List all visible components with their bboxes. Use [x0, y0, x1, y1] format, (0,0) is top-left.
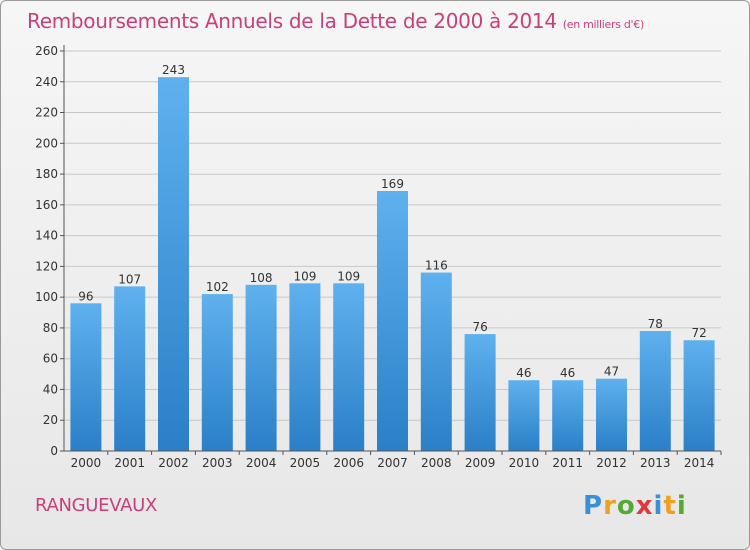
data-label: 108	[250, 271, 273, 285]
data-label: 243	[162, 63, 185, 77]
data-label: 47	[604, 365, 619, 379]
commune-name: RANGUEVAUX	[35, 495, 158, 516]
y-tick-label: 180	[35, 167, 58, 181]
y-tick-label: 140	[35, 229, 58, 243]
chart-title: Remboursements Annuels de la Dette de 20…	[27, 9, 644, 33]
bar	[377, 191, 408, 451]
data-label: 116	[425, 259, 448, 273]
y-tick-label: 40	[43, 382, 58, 396]
logo-letter: x	[635, 491, 654, 521]
y-axis-ticks: 0 20 40 60 80 100 120 140 160 180 200 220 240 260	[35, 44, 64, 458]
logo-letter: i	[676, 491, 687, 521]
y-tick-label: 80	[43, 321, 58, 335]
bar	[70, 303, 102, 451]
y-tick-label: 240	[35, 75, 58, 89]
x-tick-label: 2009	[465, 456, 496, 470]
x-tick-label: 2006	[333, 456, 364, 470]
y-tick-label: 160	[35, 198, 58, 212]
x-tick-label: 2010	[509, 456, 540, 470]
data-labels: 96 107 243 102 108 109 109 169 116 76 46 46 47 78 72	[78, 63, 706, 380]
data-label: 109	[293, 269, 316, 283]
data-label: 109	[337, 269, 360, 283]
bar	[639, 331, 671, 451]
bar	[114, 286, 146, 451]
y-tick-label: 100	[35, 290, 58, 304]
logo-letter: o	[616, 491, 636, 521]
logo-letter: t	[663, 491, 677, 521]
y-tick-label: 0	[50, 444, 58, 458]
bar	[289, 283, 321, 451]
bar	[245, 284, 277, 451]
data-label: 107	[118, 272, 141, 286]
bar	[333, 283, 365, 451]
x-tick-label: 2002	[158, 456, 189, 470]
logo-letter: P	[583, 491, 604, 521]
x-axis-ticks: 2000 2001 2002 2003 2004 2005 2006 2007 2008 2009…	[71, 451, 722, 470]
bar	[464, 334, 496, 451]
bar	[683, 340, 715, 451]
y-tick-label: 260	[35, 44, 58, 58]
bar	[158, 77, 189, 452]
x-tick-label: 2004	[246, 456, 277, 470]
y-tick-label: 220	[35, 106, 58, 120]
x-tick-label: 2000	[71, 456, 102, 470]
x-tick-label: 2014	[684, 456, 715, 470]
x-tick-label: 2013	[640, 456, 671, 470]
x-tick-label: 2011	[552, 456, 583, 470]
data-label: 76	[472, 320, 487, 334]
logo-letter: r	[603, 491, 617, 521]
x-tick-label: 2012	[596, 456, 627, 470]
data-label: 78	[648, 317, 663, 331]
x-tick-label: 2005	[290, 456, 321, 470]
bar	[201, 294, 233, 451]
bar	[596, 378, 627, 451]
x-tick-label: 2001	[114, 456, 145, 470]
bar	[508, 380, 540, 451]
data-label: 169	[381, 177, 404, 191]
y-tick-label: 20	[43, 413, 58, 427]
data-label: 102	[206, 280, 229, 294]
y-tick-label: 200	[35, 136, 58, 150]
logo-letter: i	[653, 491, 664, 521]
data-label: 46	[560, 366, 575, 380]
x-tick-label: 2003	[202, 456, 233, 470]
data-label: 72	[691, 326, 706, 340]
y-tick-label: 120	[35, 259, 58, 273]
x-tick-label: 2008	[421, 456, 452, 470]
bar	[552, 380, 584, 451]
bars	[70, 77, 715, 452]
data-label: 96	[78, 289, 93, 303]
proxiti-logo: Proxiti	[583, 491, 687, 521]
y-tick-label: 60	[43, 352, 58, 366]
x-tick-label: 2007	[377, 456, 408, 470]
chart-title-text: Remboursements Annuels de la Dette de 20…	[27, 9, 557, 33]
data-label: 46	[516, 366, 531, 380]
chart-subtitle: (en milliers d'€)	[562, 18, 644, 31]
bar	[420, 272, 452, 451]
